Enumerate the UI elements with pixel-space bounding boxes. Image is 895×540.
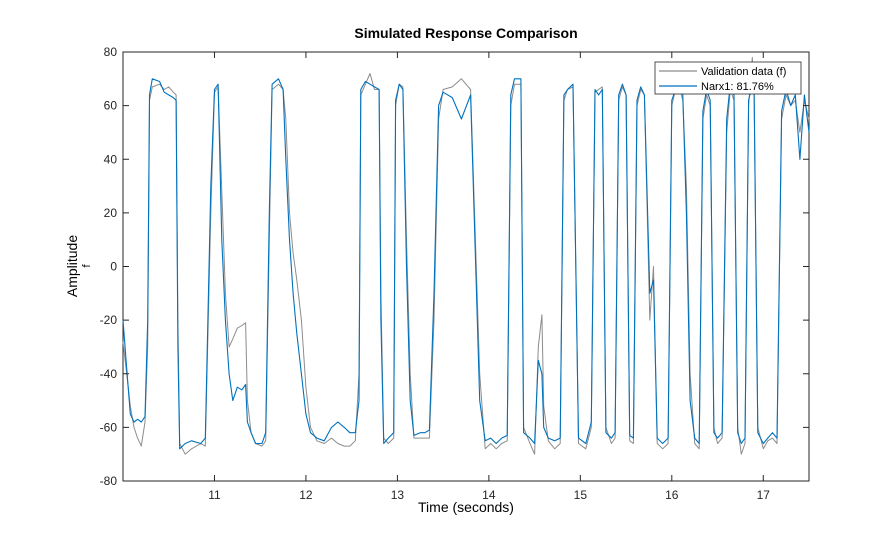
legend-label-narx: Narx1: 81.76% bbox=[701, 81, 774, 93]
legend-box bbox=[654, 61, 802, 95]
y-tick-label: -40 bbox=[100, 367, 118, 381]
y-tick-label: -80 bbox=[100, 474, 118, 488]
y-tick-label: -60 bbox=[100, 420, 118, 434]
y-tick-label: 20 bbox=[104, 206, 118, 220]
series-line-narx bbox=[122, 78, 810, 450]
x-tick-label: 15 bbox=[574, 488, 588, 502]
series-layer bbox=[122, 56, 810, 455]
chart-title: Simulated Response Comparison bbox=[354, 25, 577, 41]
y-axis-sublabel: f bbox=[81, 264, 93, 268]
y-tick-label: 40 bbox=[104, 152, 118, 166]
y-tick-label: -20 bbox=[100, 313, 118, 327]
plot-area bbox=[122, 51, 810, 482]
y-tick-label: 60 bbox=[104, 99, 118, 113]
y-tick-label: 0 bbox=[110, 260, 117, 274]
x-tick-label: 16 bbox=[665, 488, 679, 502]
x-tick-label: 13 bbox=[391, 488, 405, 502]
tick-layer: 11 12 13 14 15 16 17 -80 -60 -40 -20 0 20 40 60 80 bbox=[100, 45, 809, 502]
x-tick-label: 14 bbox=[482, 488, 496, 502]
x-tick-label: 11 bbox=[208, 488, 221, 502]
legend-label-validation: Validation data (f) bbox=[701, 66, 786, 78]
x-tick-label: 17 bbox=[757, 488, 771, 502]
y-tick-label: 80 bbox=[104, 45, 118, 59]
legend: Validation data (f) Narx1: 81.76% bbox=[654, 61, 802, 95]
x-tick-label: 12 bbox=[299, 488, 313, 502]
y-axis-label: Amplitude bbox=[64, 235, 80, 297]
x-axis-label: Time (seconds) bbox=[418, 499, 514, 515]
y-axis-label-group: Amplitude f bbox=[64, 235, 93, 297]
